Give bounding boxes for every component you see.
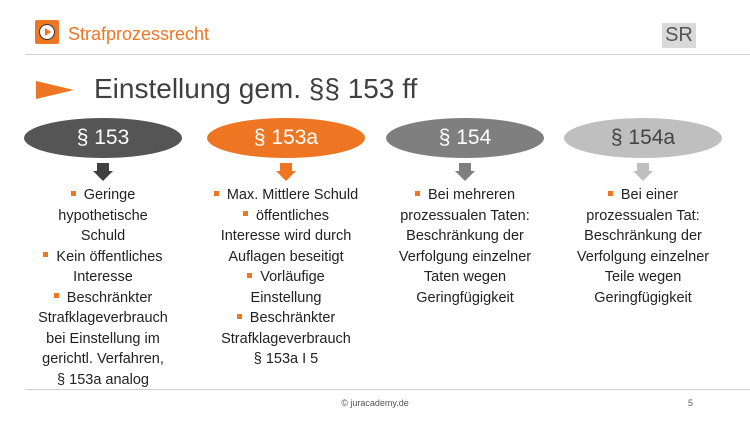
bullet-text: Beschränkter [249, 310, 336, 326]
bullet-line: Vorläufige [200, 267, 372, 288]
header-divider [25, 54, 750, 55]
down-arrow-icon [633, 163, 653, 185]
bullet-line: Beschränkter [17, 288, 189, 309]
course-title: Strafprozessrecht [68, 24, 210, 44]
down-arrow-icon [276, 163, 296, 185]
bullet-line: hypothetische [17, 206, 189, 227]
column-153: § 153 Geringe hypothetische Schuld Kein öff… [17, 118, 189, 390]
bullet-line: Schuld [17, 226, 189, 247]
bullet-text: Taten wegen [423, 269, 507, 285]
bullet-text: Verfolgung einzelner [398, 248, 532, 265]
bullet-square-icon [213, 190, 219, 196]
play-icon [39, 24, 55, 40]
header-bar: Strafprozessrecht SR [0, 0, 750, 52]
bullet-line: Interesse [17, 267, 189, 288]
bullet-text: Kein öffentliches [56, 248, 163, 265]
bullet-square-icon [247, 272, 253, 278]
bullet-square-icon [242, 211, 248, 217]
bullet-text: Vorläufige [260, 269, 325, 285]
footer-copyright: © juracademy.de [341, 398, 409, 408]
bullet-line: Bei einer [557, 185, 729, 206]
bullet-line: öffentliches [200, 206, 372, 227]
bullet-line: § 153a analog [17, 370, 189, 391]
logo [35, 20, 59, 44]
down-arrow-icon [455, 163, 475, 185]
bullet-line: Taten wegen [379, 267, 551, 288]
bullet-text: Schuld [80, 228, 126, 244]
bullet-text: prozessualen Tat: [586, 207, 700, 224]
bullet-line: Max. Mittlere Schuld [200, 185, 372, 206]
bullet-line: Auflagen beseitigt [200, 247, 372, 268]
bullet-text: Auflagen beseitigt [228, 248, 344, 265]
bullet-text: Beschränkung der [584, 228, 702, 244]
bullet-text: Strafklageverbrauch [221, 330, 351, 347]
sr-badge: SR [662, 23, 696, 48]
bullet-line: Kein öffentliches [17, 247, 189, 268]
bullet-text: Interesse [73, 269, 133, 285]
bullet-line: Geringe [17, 185, 189, 206]
section-ellipse: § 153a [207, 118, 365, 158]
bullet-line: Geringfügigkeit [379, 288, 551, 309]
bullet-text: gerichtl. Verfahren, [42, 351, 164, 367]
bullet-text: prozessualen Taten: [400, 207, 530, 224]
bullet-text: § 153a analog [57, 371, 149, 388]
slide-title: Einstellung gem. §§ 153 ff [94, 73, 418, 104]
bullet-text: Einstellung [250, 289, 322, 306]
bullet-line: Beschränkung der [379, 226, 551, 247]
bullet-list: Bei einer prozessualen Tat: Beschränkung d… [557, 185, 729, 308]
bullet-line: gerichtl. Verfahren, [17, 349, 189, 370]
bullet-text: bei Einstellung im [46, 330, 160, 347]
bullet-text: Bei einer [620, 187, 679, 203]
bullet-text: Verfolgung einzelner [576, 248, 710, 265]
bullet-list: Max. Mittlere Schuld öffentliches Interess… [200, 185, 372, 370]
column-154a: § 154a Bei einer prozessualen Tat: Beschrä… [557, 118, 729, 308]
bullet-square-icon [70, 190, 76, 196]
bullet-text: Max. Mittlere Schuld [226, 187, 359, 203]
column-154: § 154 Bei mehreren prozessualen Taten: Bes… [379, 118, 551, 308]
bullet-square-icon [414, 190, 420, 196]
bullet-text: Beschränkter [66, 289, 153, 306]
bullet-text: Strafklageverbrauch [38, 310, 168, 326]
bullet-square-icon [53, 293, 59, 299]
bullet-text: Bei mehreren [427, 187, 516, 203]
bullet-text: Geringfügigkeit [416, 289, 514, 306]
bullet-list: Bei mehreren prozessualen Taten: Beschränk… [379, 185, 551, 308]
bullet-line: Geringfügigkeit [557, 288, 729, 309]
section-ellipse: § 154a [564, 118, 722, 158]
bullet-line: § 153a I 5 [200, 349, 372, 370]
bullet-text: hypothetische [58, 207, 148, 224]
bullet-text: § 153a I 5 [253, 351, 319, 367]
bullet-square-icon [43, 252, 49, 258]
bullet-list: Geringe hypothetische Schuld Kein öffentlic… [17, 185, 189, 390]
bullet-square-icon [607, 190, 613, 196]
section-ellipse: § 154 [386, 118, 544, 158]
bullet-line: Teile wegen [557, 267, 729, 288]
bullet-line: prozessualen Taten: [379, 206, 551, 227]
bullet-line: Beschränkung der [557, 226, 729, 247]
bullet-line: Einstellung [200, 288, 372, 309]
bullet-line: Beschränkter [200, 308, 372, 329]
down-arrow-icon [93, 163, 113, 185]
column-153a: § 153a Max. Mittlere Schuld öffentliches I… [200, 118, 372, 370]
bullet-text: öffentliches [255, 207, 330, 224]
bullet-text: Geringe [83, 187, 136, 203]
bullet-line: Strafklageverbrauch [200, 329, 372, 350]
bullet-line: Bei mehreren [379, 185, 551, 206]
bullet-line: Strafklageverbrauch [17, 308, 189, 329]
title-flag-icon [36, 81, 74, 99]
bullet-text: Interesse wird durch [220, 228, 352, 244]
bullet-line: Verfolgung einzelner [379, 247, 551, 268]
bullet-line: prozessualen Tat: [557, 206, 729, 227]
bullet-line: bei Einstellung im [17, 329, 189, 350]
bullet-text: Geringfügigkeit [594, 289, 692, 306]
bullet-text: Beschränkung der [406, 228, 524, 244]
section-ellipse: § 153 [24, 118, 182, 158]
bullet-square-icon [236, 313, 242, 319]
page-number: 5 [688, 398, 694, 408]
bullet-line: Verfolgung einzelner [557, 247, 729, 268]
bullet-line: Interesse wird durch [200, 226, 372, 247]
footer-divider [25, 389, 750, 390]
bullet-text: Teile wegen [604, 269, 682, 285]
